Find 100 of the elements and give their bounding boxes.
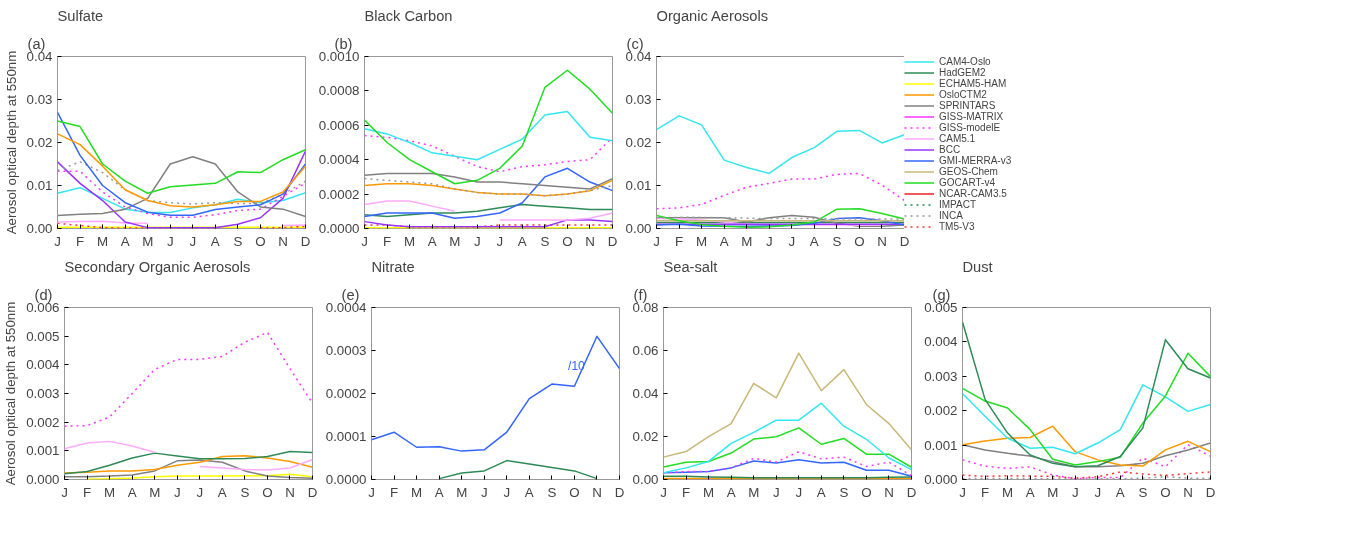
x-tick-label: D	[899, 233, 910, 249]
y-tick-label: 0.0002	[318, 186, 360, 202]
x-tick-label: D	[307, 484, 318, 500]
y-tick-label: 0.0006	[318, 117, 360, 133]
x-tick-label: A	[809, 233, 819, 249]
x-tick-label: M	[449, 233, 461, 249]
x-tick-label: J	[1094, 484, 1102, 500]
y-tick-label: 0.03	[625, 92, 652, 107]
x-tick-label: S	[832, 233, 842, 249]
x-tick-label: J	[959, 484, 966, 500]
y-tick-label: 0.03	[26, 92, 53, 107]
x-tick-label: J	[54, 233, 61, 249]
x-tick-label: N	[585, 233, 595, 249]
y-tick-label: 0.0000	[325, 472, 367, 487]
x-tick-label: A	[434, 484, 444, 500]
x-tick-label: N	[592, 484, 602, 500]
y-tick-label: 0.02	[26, 135, 53, 150]
x-tick-label: J	[473, 233, 481, 249]
y-tick-label: 0.001	[26, 443, 60, 459]
x-tick-label: M	[104, 484, 116, 500]
x-tick-label: J	[503, 484, 511, 500]
legend-label: GEOS-Chem	[939, 166, 998, 177]
x-tick-label: O	[262, 484, 273, 500]
x-tick-label: F	[75, 233, 85, 249]
legend-label: GMI-MERRA-v3	[939, 155, 1012, 166]
x-tick-label: S	[233, 233, 243, 249]
x-tick-label: J	[196, 484, 204, 500]
x-tick-label: A	[1115, 484, 1125, 500]
x-tick-label: M	[149, 484, 161, 500]
x-tick-label: D	[614, 484, 625, 500]
x-tick-label: A	[427, 233, 437, 249]
legend-label: ECHAM5-HAM	[939, 78, 1007, 89]
legend-label: INCA	[939, 210, 963, 221]
x-tick-label: F	[980, 484, 990, 500]
x-tick-label: J	[765, 233, 773, 249]
x-tick-label: A	[217, 484, 227, 500]
x-tick-label: N	[877, 233, 887, 249]
x-tick-label: S	[1138, 484, 1148, 500]
x-tick-label: J	[173, 484, 181, 500]
chart-title: Organic Aerosols	[656, 7, 769, 24]
y-tick-label: 0.001	[924, 437, 958, 453]
x-tick-label: J	[772, 484, 780, 500]
x-tick-label: J	[61, 484, 68, 500]
y-tick-label: 0.0001	[325, 429, 367, 444]
x-tick-label: O	[854, 233, 865, 249]
x-tick-label: S	[839, 484, 849, 500]
legend-label: GOCART-v4	[939, 177, 995, 188]
y-tick-label: 0.004	[26, 357, 61, 373]
x-tick-label: N	[278, 233, 288, 249]
x-tick-label: M	[741, 233, 753, 249]
x-tick-label: M	[97, 233, 109, 249]
y-tick-label: 0.0008	[318, 83, 360, 99]
x-tick-label: J	[480, 484, 488, 500]
y-tick-label: 0.003	[26, 386, 60, 401]
x-tick-label: M	[456, 484, 468, 500]
legend-label: CAM4-Oslo	[939, 56, 991, 67]
x-tick-label: N	[1183, 484, 1193, 500]
legend-label: OsloCTM2	[939, 89, 987, 100]
x-tick-label: A	[517, 233, 527, 249]
x-tick-label: J	[496, 233, 504, 249]
x-tick-label: F	[389, 484, 399, 500]
x-tick-label: O	[1160, 484, 1171, 500]
y-axis-title: Aerosol optical depth at 550nm	[3, 50, 19, 235]
y-tick-label: 0.000	[26, 472, 60, 487]
y-axis-title: Aerosol optical depth at 550nm	[3, 301, 19, 486]
x-tick-label: M	[748, 484, 760, 500]
x-tick-label: O	[569, 484, 580, 500]
x-tick-label: A	[120, 233, 130, 249]
x-tick-label: O	[562, 233, 573, 249]
legend-label: GISS-modelE	[939, 122, 1001, 133]
y-tick-label: 0.06	[632, 343, 659, 358]
y-tick-label: 0.004	[924, 334, 959, 350]
y-tick-label: 0.002	[26, 414, 60, 430]
x-tick-label: O	[255, 233, 266, 249]
legend-label: BCC	[939, 144, 961, 155]
y-tick-label: 0.0004	[318, 152, 361, 168]
x-tick-label: D	[1205, 484, 1216, 500]
x-tick-label: J	[795, 484, 803, 500]
x-tick-label: M	[1002, 484, 1014, 500]
legend-label: NCAR-CAM3.5	[939, 188, 1007, 199]
x-tick-label: A	[719, 233, 729, 249]
x-tick-label: D	[906, 484, 917, 500]
x-tick-label: J	[368, 484, 375, 500]
x-tick-label: S	[240, 484, 250, 500]
x-tick-label: A	[210, 233, 220, 249]
x-tick-label: M	[696, 233, 708, 249]
chart-title: Dust	[962, 258, 993, 275]
x-tick-label: M	[404, 233, 416, 249]
y-tick-label: 0.003	[924, 368, 958, 384]
legend-label: TM5-V3	[939, 221, 975, 232]
x-tick-label: F	[681, 484, 691, 500]
chart-title: Sulfate	[57, 7, 104, 24]
x-tick-label: F	[674, 233, 684, 249]
x-tick-label: D	[300, 233, 311, 249]
chart-title: Sea-salt	[663, 258, 718, 275]
y-tick-label: 0.00	[625, 221, 652, 236]
x-tick-label: M	[1047, 484, 1059, 500]
legend-label: GISS-MATRIX	[939, 111, 1004, 122]
chart-title: Black Carbon	[364, 7, 453, 24]
x-tick-label: A	[524, 484, 534, 500]
